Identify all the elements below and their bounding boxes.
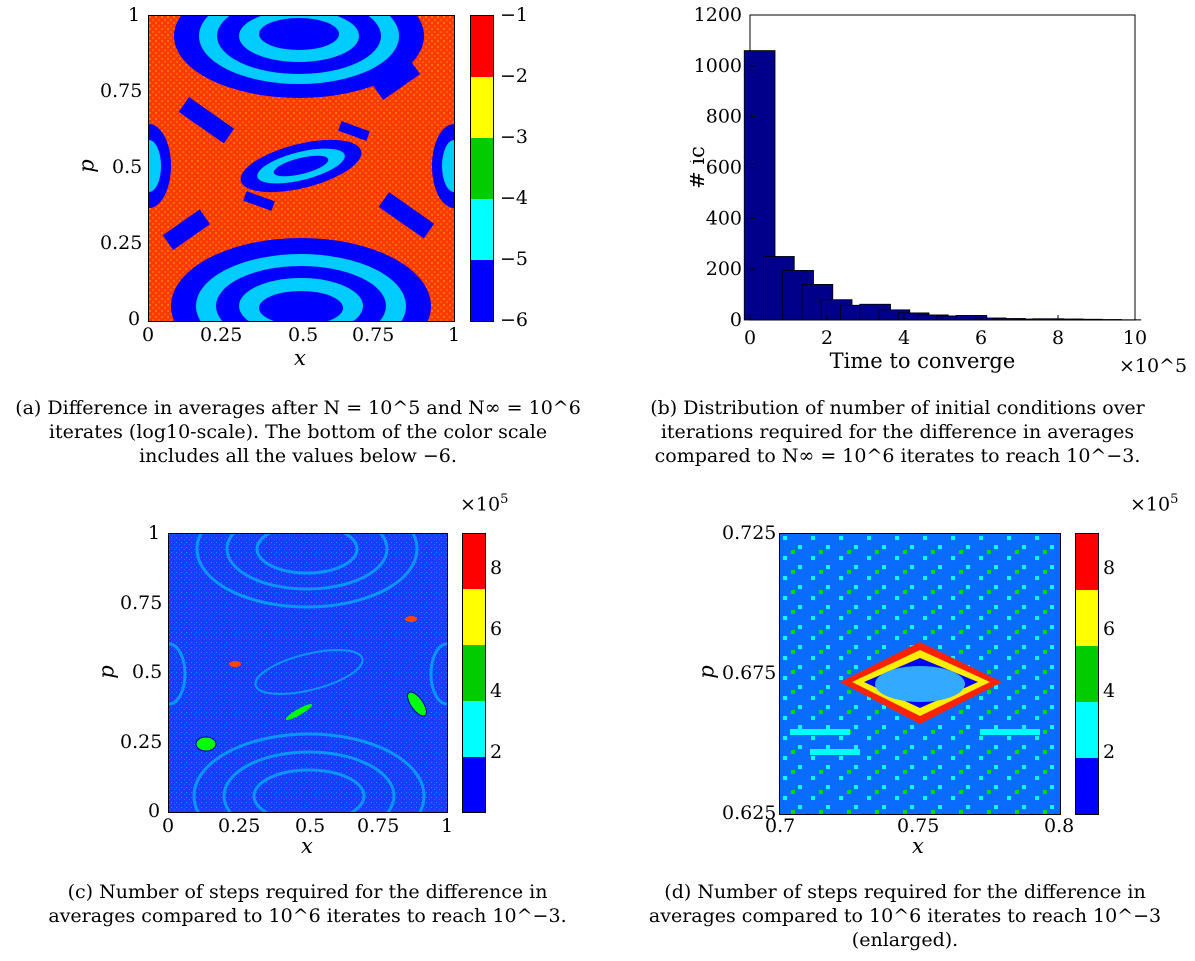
panel-c-xtick: 0.5 [295,815,326,837]
y-tick-label: 1000 [694,55,742,77]
panel-d-caption: (d) Number of steps required for the dif… [615,880,1195,952]
caption-line: (enlarged). [851,929,959,951]
panel-d-xtick: 0.75 [897,815,940,837]
y-tick-label: 0 [730,309,742,331]
x-tick-label: 2 [821,327,833,349]
panel-a-colorbar [470,15,494,322]
panel-c-xtick: 0.25 [218,815,261,837]
panel-c-ytick: 0.5 [132,661,163,683]
caption-line: iterates (log10-scale). The bottom of th… [48,421,548,443]
panel-c-xtick: 1 [441,815,454,837]
x-tick-label: 6 [975,327,987,349]
panel-c-caption: (c) Number of steps required for the dif… [0,880,615,928]
panel-c-xlabel: x [301,834,313,858]
x-scale-label: ×10^5 [1119,355,1187,377]
y-tick-label: 200 [706,258,742,280]
caption-line: (a) Difference in averages after N = 10^… [15,397,581,419]
panel-a-xtick: 0 [142,324,155,346]
plot-frame [749,14,1136,321]
panel-c-ytick: 0.75 [120,592,163,614]
panel-a-cbar-tick: −5 [500,248,529,270]
panel-a-cbar-tick: −1 [500,4,529,26]
caption-line: (c) Number of steps required for the dif… [67,881,548,903]
caption-line: iterations required for the difference i… [660,421,1135,443]
panel-a-ytick: 0.25 [100,232,143,254]
panel-c-ytick: 1 [148,522,161,544]
x-tick-label: 10 [1123,327,1147,349]
panel-a-cbar-tick: −2 [500,65,529,87]
caption-line: averages compared to 10^6 iterates to re… [648,905,1162,927]
panel-a-caption: (a) Difference in averages after N = 10^… [0,396,596,468]
panel-d-xtick: 0.7 [765,815,796,837]
caption-line: averages compared to 10^6 iterates to re… [48,905,567,927]
panel-d-heatmap [779,533,1061,815]
panel-d-cbar-tick: 2 [1103,741,1116,763]
y-tick-label: 800 [706,106,742,128]
panel-d-ytick: 0.625 [722,802,777,824]
y-axis-label: # ic [690,146,709,189]
panel-c-heatmap [168,533,448,813]
panel-a-ytick: 1 [128,4,141,26]
caption-line: (d) Number of steps required for the dif… [664,881,1146,903]
x-tick-label: 8 [1052,327,1064,349]
panel-b-caption: (b) Distribution of number of initial co… [600,396,1195,468]
panel-a-xtick: 0.75 [352,324,395,346]
panel-a-xtick: 0.25 [200,324,243,346]
panel-a-ytick: 0.5 [112,156,143,178]
panel-c-cbar-scale: ×105 [460,492,509,516]
panel-c-cbar-tick: 4 [490,680,503,702]
caption-line: (b) Distribution of number of initial co… [650,397,1145,419]
panel-c-cbar-tick: 2 [490,741,503,763]
panel-a-cbar-tick: −6 [500,309,529,331]
x-tick-label: 0 [744,327,756,349]
panel-d-cbar-tick: 8 [1103,557,1116,579]
panel-d-xtick: 0.8 [1044,815,1075,837]
panel-a-cbar-tick: −4 [500,187,529,209]
y-tick-label: 1200 [694,4,742,26]
y-tick-label: 600 [706,157,742,179]
panel-c-colorbar [462,533,486,813]
caption-line: includes all the values below −6. [139,445,457,467]
panel-a-ytick: 0.75 [100,80,143,102]
panel-c-cbar-tick: 6 [490,618,503,640]
x-axis-label: Time to converge [830,349,1016,373]
panel-d-xlabel: x [912,834,924,858]
panel-b-bar-chart: 0 2 4 6 8 10 0 200 400 600 800 1000 1200 Time to conv… [690,4,1187,377]
panel-a-cbar-tick: −3 [500,126,529,148]
panel-a-xtick: 1 [448,324,461,346]
panel-d-cbar-tick: 6 [1103,618,1116,640]
x-tick-label: 4 [898,327,910,349]
panel-d-colorbar [1075,533,1099,815]
panel-a-ytick: 0 [128,308,141,330]
panel-c-ytick: 0.25 [120,731,163,753]
panel-c-ytick: 0 [148,800,161,822]
panel-d-ylabel: p [694,665,719,679]
panel-c-xtick: 0 [162,815,175,837]
panel-a-xlabel: x [294,346,306,370]
y-tick-label: 400 [706,207,742,229]
panel-a-ylabel: p [74,159,99,173]
panel-d-cbar-scale: ×105 [1130,492,1179,516]
panel-c-cbar-tick: 8 [490,557,503,579]
panel-c-xtick: 0.75 [357,815,400,837]
panel-d-cbar-tick: 4 [1103,680,1116,702]
panel-a-heatmap [148,15,455,322]
panel-d-ytick: 0.725 [722,522,777,544]
panel-a-xtick: 0.5 [288,324,319,346]
caption-line: compared to N∞ = 10^6 iterates to reach … [654,445,1141,467]
panel-d-ytick: 0.675 [722,662,777,684]
panel-c-ylabel: p [94,665,119,679]
